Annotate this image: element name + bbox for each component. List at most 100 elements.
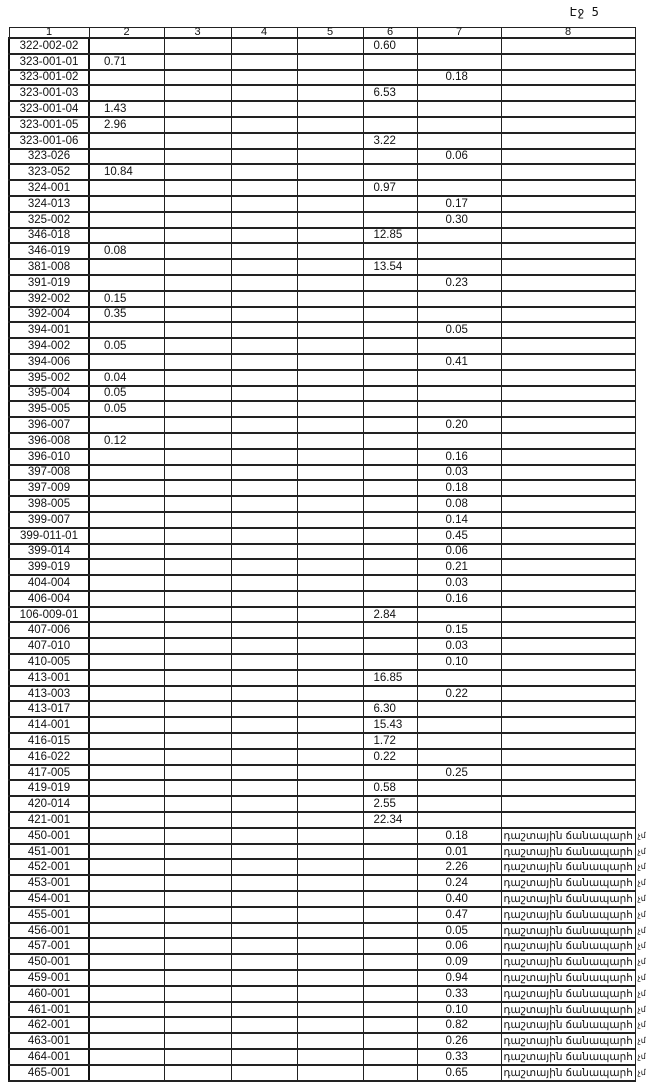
col-4-cell [230,163,298,182]
col-7-value [416,84,502,103]
col-4-cell [230,843,298,861]
col-header-3: 3 [163,27,232,39]
table-row: 396-010 0.16 [8,448,636,466]
col-8-cell [500,811,636,829]
parcel-code: 453-001 [8,874,90,893]
parcel-code: 413-001 [8,669,90,687]
table-row: 395-005 0.05 [8,400,636,419]
parcel-code: 323-001-04 [8,100,90,118]
col-7-value: 0.47 [416,906,502,924]
table-row: 398-005 0.08 [8,495,636,513]
col-4-cell [230,100,298,118]
col-6-value [362,400,418,419]
col-6-value [362,637,418,656]
col-2-value [88,700,165,719]
col-7-value [416,779,502,798]
land-type-tail: չմ [637,973,646,983]
col-7-value: 0.18 [416,69,502,87]
col-5-cell [296,590,364,608]
col-2-value [88,843,165,861]
col-6-value [362,163,418,182]
table-row: 407-010 0.03 [8,637,636,656]
table-row: 462-001 0.82 դաշտային ճանապարհ չմ [8,1016,646,1035]
col-5-cell [296,432,364,450]
col-7-value: 0.20 [416,416,502,434]
col-2-value [88,1001,165,1019]
col-4-cell [230,416,298,434]
table-row: 464-001 0.33 դաշտային ճանապարհ չմ [8,1048,646,1066]
parcel-code: 404-004 [8,574,90,592]
land-type-tail: չմ [637,862,646,872]
col-7-value: 0.01 [416,843,502,861]
col-6-value [362,53,418,71]
col-5-cell [296,84,364,103]
land-type-tail: չմ [637,909,646,919]
parcel-code: 464-001 [8,1048,90,1066]
col-8-cell [500,479,636,498]
col-7-value: 0.25 [416,764,502,782]
col-6-value [362,985,418,1003]
col-2-value [88,890,165,908]
col-6-value [362,479,418,498]
col-5-cell [296,448,364,466]
col-header-4: 4 [230,27,298,39]
col-2-value: 0.05 [88,385,165,403]
col-header-2: 2 [88,27,165,39]
parcel-code: 399-014 [8,543,90,561]
table-row: 417-005 0.25 [8,764,636,782]
col-6-value [362,969,418,987]
parcel-code: 323-001-01 [8,53,90,71]
col-6-value [362,574,418,592]
col-6-value [362,448,418,466]
col-4-cell [230,969,298,987]
table-row: 456-001 0.05 դաշտային ճանապարհ չմ [8,922,646,940]
parcel-code: 399-007 [8,511,90,529]
col-3-cell [163,906,232,924]
col-2-value [88,969,165,987]
col-4-cell [230,637,298,656]
col-4-cell [230,543,298,561]
col-6-value [362,495,418,513]
col-6-value [362,464,418,482]
col-6-value [362,69,418,87]
col-3-cell [163,258,232,276]
col-5-cell [296,258,364,276]
col-6-value [362,827,418,845]
col-8-cell [500,795,636,814]
col-4-cell [230,621,298,640]
col-3-cell [163,448,232,466]
col-6-value [362,242,418,261]
parcel-code: 396-007 [8,416,90,434]
col-8-cell: դաշտային ճանապարհ չմ [500,890,646,908]
col-4-cell [230,479,298,498]
col-2-value [88,1016,165,1035]
col-3-cell [163,353,232,371]
col-7-value: 0.06 [416,148,502,166]
col-6-value [362,764,418,782]
col-5-cell [296,416,364,434]
col-6-value [362,527,418,545]
table-row: 452-001 2.26 դաշտային ճանապարհ չմ [8,858,646,877]
col-8-cell: դաշտային ճանապարհ չմ [500,843,646,861]
col-8-cell: դաշտային ճանապարհ չմ [500,1048,646,1066]
col-7-value: 0.06 [416,937,502,956]
col-7-value: 0.03 [416,637,502,656]
col-8-cell: դաշտային ճանապարհ չմ [500,1016,646,1035]
col-8-cell: դաշտային ճանապարհ չմ [500,1001,646,1019]
col-2-value [88,574,165,592]
col-6-value [362,416,418,434]
col-3-cell [163,985,232,1003]
col-4-cell [230,700,298,719]
col-5-cell [296,858,364,877]
col-4-cell [230,400,298,419]
land-type-text: դաշտային ճանապարհ [503,1050,633,1063]
col-2-value [88,621,165,640]
col-7-value: 0.05 [416,922,502,940]
col-3-cell [163,148,232,166]
col-4-cell [230,748,298,766]
col-4-cell [230,211,298,229]
col-7-value [416,606,502,624]
parcel-code: 395-004 [8,385,90,403]
col-5-cell [296,606,364,624]
col-8-cell [500,53,636,71]
